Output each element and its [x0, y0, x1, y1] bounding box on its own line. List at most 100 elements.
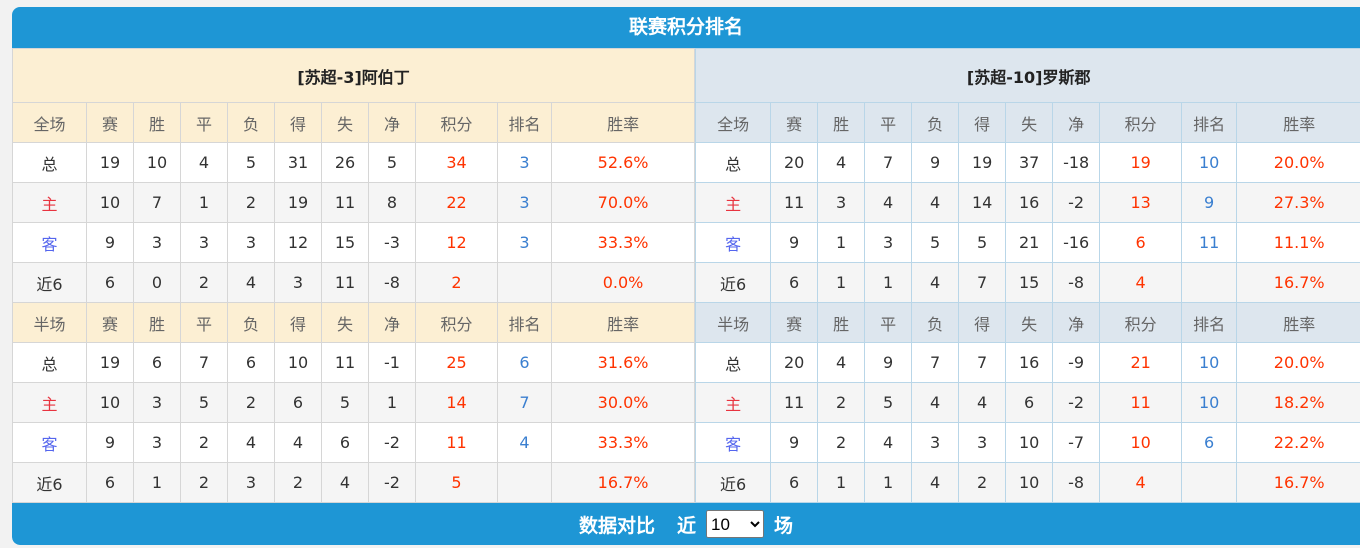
column-header: 胜 — [133, 302, 181, 343]
column-header: 负 — [227, 302, 275, 343]
half-stats-row: 主 10 3 5 2 6 5 1 14 7 30.0% — [12, 382, 696, 423]
stat-cell: 5 — [864, 382, 913, 423]
stat-cell: 5 — [227, 142, 275, 183]
stat-cell: 3 — [227, 462, 275, 503]
stat-cell: 3 — [227, 222, 275, 263]
stat-cell: 客 — [695, 422, 772, 463]
stat-cell: 5 — [911, 222, 960, 263]
recent-prefix: 近 — [676, 514, 696, 537]
stat-cell: 1 — [817, 462, 866, 503]
stat-cell: 19 — [274, 182, 322, 223]
stat-cell: 20.0% — [1236, 142, 1360, 183]
stat-cell: -3 — [368, 222, 416, 263]
stat-cell: 近6 — [12, 462, 87, 503]
stat-cell: 4 — [227, 262, 275, 303]
standings-panel: 联赛积分排名 [苏超-3]阿伯丁 全场赛胜平负得失净积分 排名 胜率总 19 10 4 5 31… — [12, 7, 1360, 545]
stat-cell: 27.3% — [1236, 182, 1360, 223]
stat-cell: 2 — [817, 422, 866, 463]
half-stats-row: 客 9 3 2 4 4 6 -2 11 4 33.3% — [12, 422, 696, 463]
stat-cell: 3 — [497, 222, 552, 263]
stat-cell: 总 — [12, 342, 87, 383]
data-compare-bar: 数据对比 近 10 场 — [12, 503, 1360, 545]
full-header-row: 全场赛胜平负得失净积分 排名 胜率 — [12, 102, 696, 143]
stat-cell: 2 — [227, 182, 275, 223]
stat-cell: 10 — [133, 142, 181, 183]
column-header: 净 — [368, 102, 416, 143]
half-stats-row: 主 11 2 5 4 4 6 -2 11 10 18.2% — [695, 382, 1360, 423]
column-header: 平 — [864, 302, 913, 343]
stat-cell: 10 — [1181, 342, 1238, 383]
stat-cell: 4 — [321, 462, 369, 503]
column-header: 负 — [911, 302, 960, 343]
recent-matches-select[interactable]: 10 — [706, 510, 764, 538]
stat-cell: 客 — [12, 222, 87, 263]
half-stats-row: 近6 6 1 1 4 2 10 -8 4 16.7% — [695, 462, 1360, 503]
stat-cell: 37 — [1005, 142, 1054, 183]
stat-cell: 6 — [133, 342, 181, 383]
full-stats-row: 主 11 3 4 4 14 16 -2 13 9 27.3% — [695, 182, 1360, 223]
stat-cell: 4 — [497, 422, 552, 463]
full-header-row: 全场赛胜平负得失净积分 排名 胜率 — [695, 102, 1360, 143]
stat-cell: 20.0% — [1236, 342, 1360, 383]
column-header: 得 — [958, 302, 1007, 343]
stat-cell: 3 — [274, 262, 322, 303]
stat-cell: -8 — [368, 262, 416, 303]
stat-cell: 4 — [911, 262, 960, 303]
column-header: 积分 — [1099, 302, 1183, 343]
stat-cell: 0 — [133, 262, 181, 303]
full-stats-row: 主 10 7 1 2 19 11 8 22 3 70.0% — [12, 182, 696, 223]
column-header: 失 — [1005, 302, 1054, 343]
stat-cell: 10 — [274, 342, 322, 383]
column-header: 得 — [274, 302, 322, 343]
stat-cell: 4 — [1099, 462, 1183, 503]
stat-cell: 7 — [180, 342, 228, 383]
stat-cell: 6 — [1181, 422, 1238, 463]
column-header: 净 — [1052, 302, 1101, 343]
column-header: 胜 — [817, 102, 866, 143]
stat-cell: 25 — [415, 342, 498, 383]
column-header: 净 — [368, 302, 416, 343]
stat-cell: 3 — [958, 422, 1007, 463]
full-stats-row: 近6 6 0 2 4 3 11 -8 2 0.0% — [12, 262, 696, 303]
stat-cell: 15 — [1005, 262, 1054, 303]
stat-cell: 总 — [695, 342, 772, 383]
stat-cell: 16 — [1005, 342, 1054, 383]
stat-cell: 16.7% — [1236, 462, 1360, 503]
stat-cell: 19 — [86, 342, 134, 383]
stat-cell: 主 — [695, 382, 772, 423]
column-header: 净 — [1052, 102, 1101, 143]
full-stats-row: 总 20 4 7 9 19 37 -18 19 10 20.0% — [695, 142, 1360, 183]
stat-cell: 总 — [695, 142, 772, 183]
stat-cell: 近6 — [12, 262, 87, 303]
stat-cell: 2 — [274, 462, 322, 503]
column-header: 排名 — [497, 102, 552, 143]
stat-cell: 15 — [321, 222, 369, 263]
stat-cell: 7 — [133, 182, 181, 223]
panel-title: 联赛积分排名 — [12, 7, 1360, 48]
stat-cell: 11 — [321, 182, 369, 223]
stat-cell: 1 — [817, 262, 866, 303]
stat-cell: 4 — [274, 422, 322, 463]
stat-cell: 14 — [958, 182, 1007, 223]
stat-cell: 5 — [958, 222, 1007, 263]
stat-cell: 11 — [770, 382, 819, 423]
stat-cell: 11 — [1099, 382, 1183, 423]
stat-cell: 12 — [415, 222, 498, 263]
stat-cell — [1181, 262, 1238, 303]
stat-cell: 1 — [817, 222, 866, 263]
stat-cell: 11.1% — [1236, 222, 1360, 263]
stat-cell: 7 — [911, 342, 960, 383]
stat-cell: 19 — [86, 142, 134, 183]
stat-cell: 10 — [1005, 462, 1054, 503]
column-header: 胜率 — [550, 302, 696, 343]
stat-cell: 21 — [1005, 222, 1054, 263]
stat-cell: 6 — [321, 422, 369, 463]
away-team-table: [苏超-10]罗斯郡 全场赛胜平负得失净积分 排名 胜率总 20 4 7 9 19 37 -18 19… — [695, 48, 1360, 503]
stat-cell: 客 — [12, 422, 87, 463]
column-header: 胜 — [133, 102, 181, 143]
stat-cell: 1 — [864, 262, 913, 303]
column-header: 赛 — [770, 302, 819, 343]
half-stats-row: 总 20 4 9 7 7 16 -9 21 10 20.0% — [695, 342, 1360, 383]
stat-cell: 4 — [180, 142, 228, 183]
column-header: 赛 — [770, 102, 819, 143]
